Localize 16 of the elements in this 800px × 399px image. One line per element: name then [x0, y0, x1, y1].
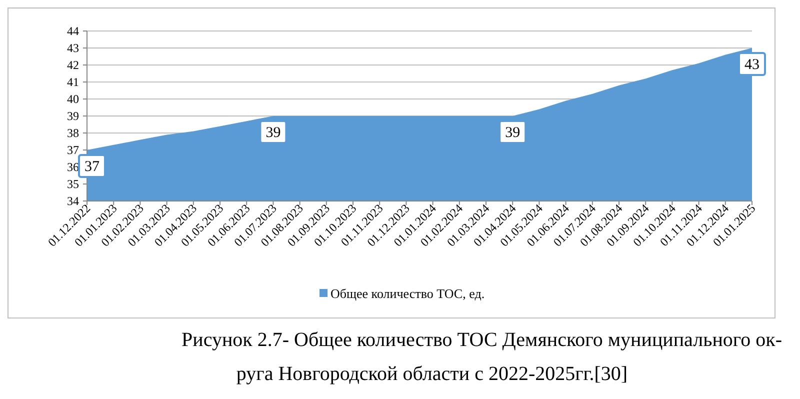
y-tick-label: 39	[67, 109, 79, 123]
y-tick-label: 38	[67, 126, 79, 140]
y-tick-label: 40	[67, 92, 79, 106]
y-tick-label: 34	[67, 194, 79, 208]
y-tick-label: 37	[67, 143, 79, 157]
data-label: 39	[266, 125, 281, 141]
y-tick-label: 41	[67, 75, 79, 89]
legend-label: Общее количество ТОС, ед.	[330, 286, 485, 301]
data-label: 43	[744, 57, 760, 73]
text: Рисунок 2.7- Общее количество ТОС Демянского муниципального ок- руга Новгородской области с 2022-2025гг.[30]	[182, 329, 782, 385]
y-tick-label: 43	[67, 41, 79, 55]
y-tick-label: 44	[67, 24, 79, 38]
data-label: 37	[84, 159, 100, 175]
y-tick-label: 35	[67, 177, 79, 191]
data-label: 39	[505, 125, 520, 141]
y-tick-label: 42	[67, 58, 79, 72]
